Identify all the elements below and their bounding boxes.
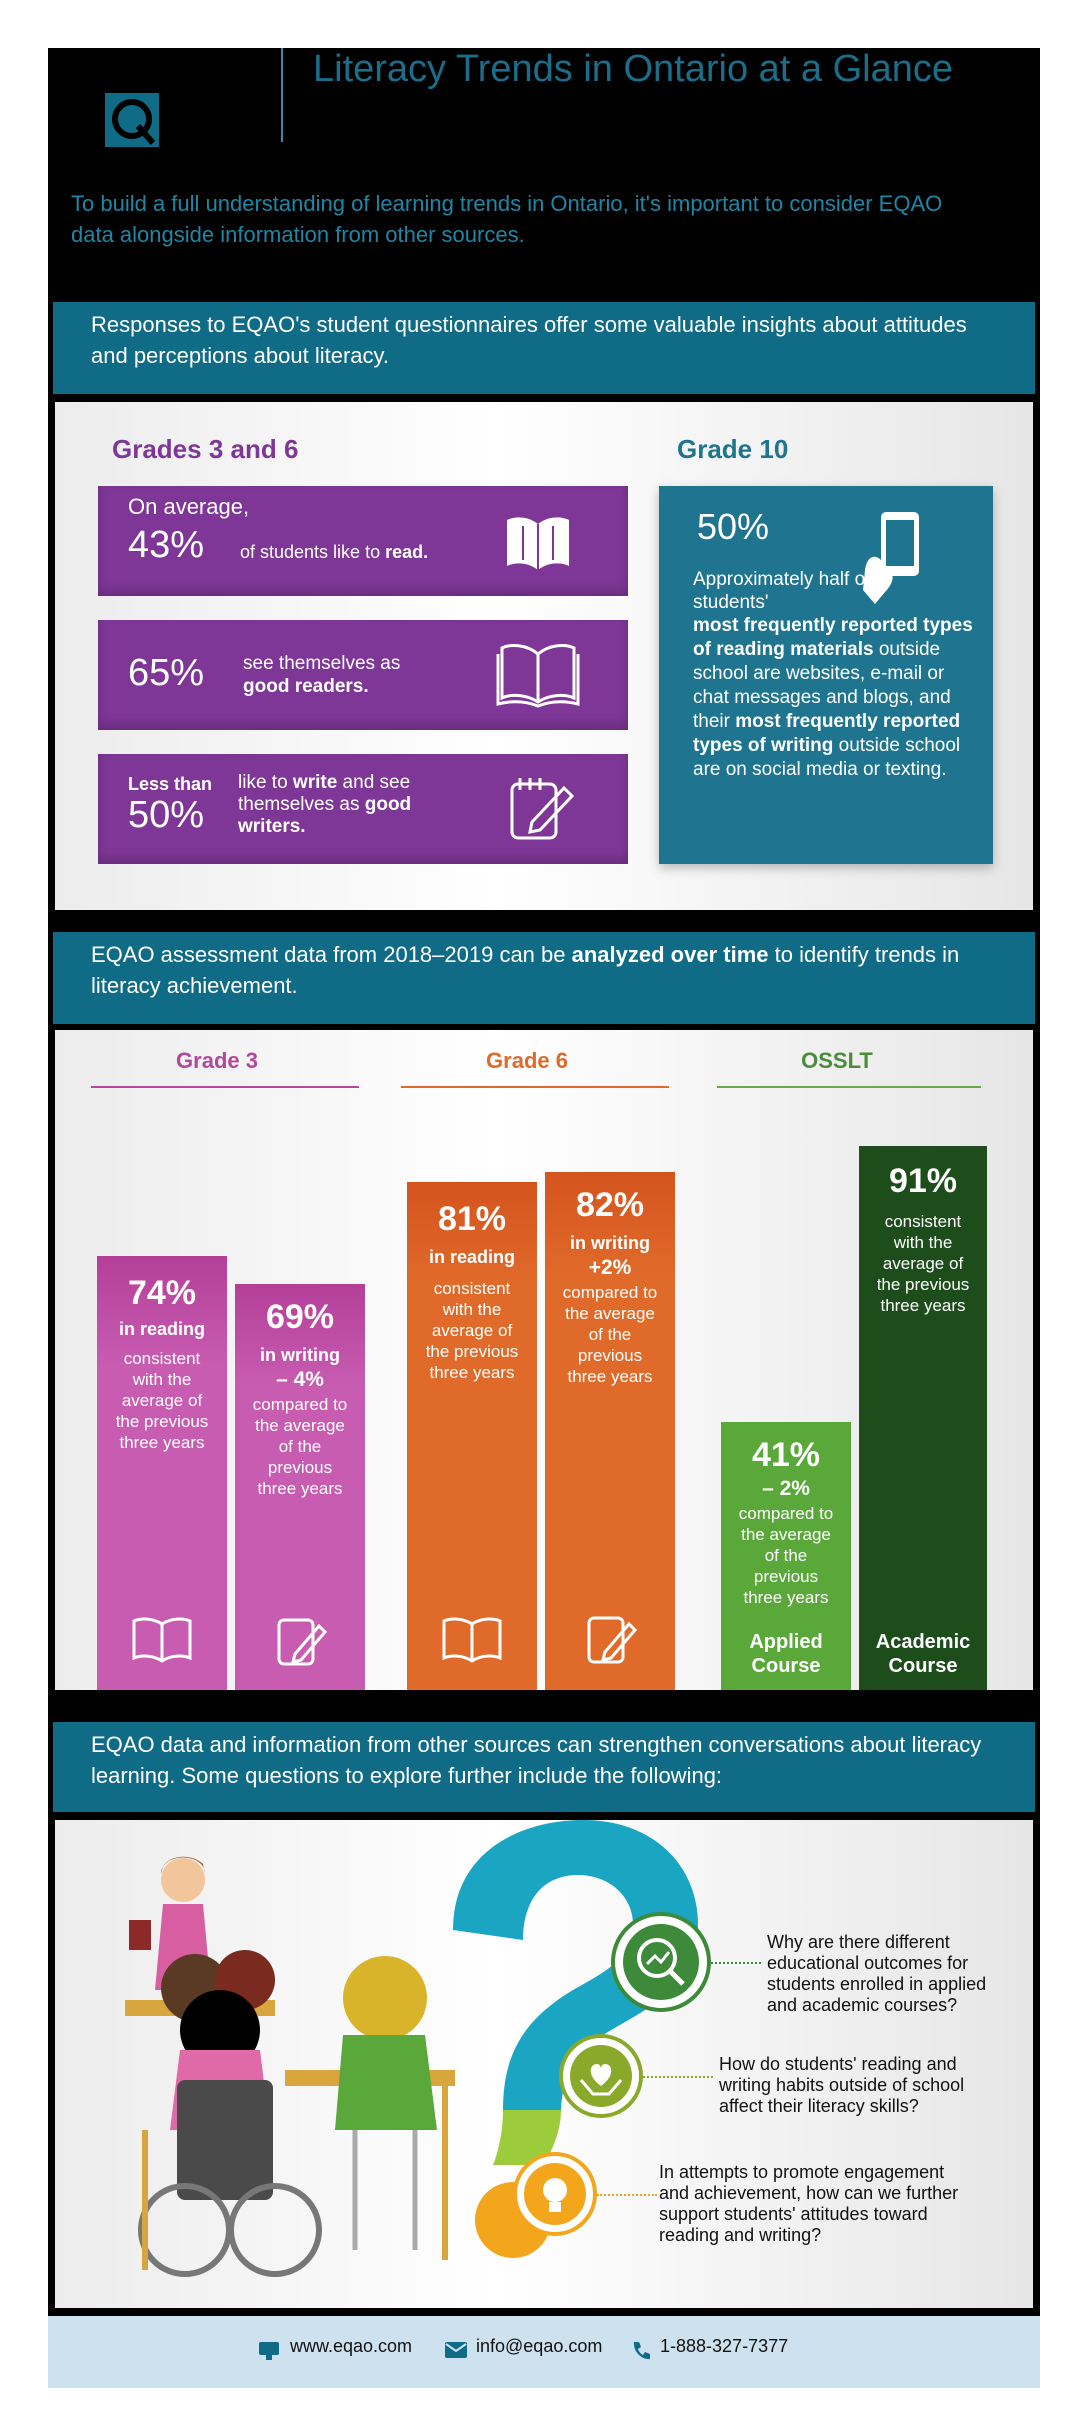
bar-label: in writing	[260, 1345, 340, 1365]
book-outline-icon	[496, 644, 580, 708]
page-title: Literacy Trends in Ontario at a Glance	[313, 48, 953, 90]
chart-magnifier-icon	[611, 1912, 711, 2012]
bar-value: 91%	[888, 1162, 958, 1200]
bar-label: in reading	[118, 1319, 205, 1339]
bar-label: in reading	[428, 1247, 515, 1267]
stat-value: 43%	[128, 524, 205, 566]
bar-value: 41%	[751, 1436, 821, 1474]
email-icon	[445, 2342, 467, 2358]
grade-3-writing-bar: 69% in writing – 4% compared to the aver…	[235, 1284, 365, 1690]
email-link[interactable]: info@eqao.com	[476, 2336, 603, 2356]
questionnaire-panel: Grades 3 and 6 Grade 10 On average, 43% …	[55, 402, 1033, 910]
notepad-icon	[587, 1616, 638, 1664]
bar-note: consistent with the average of the previ…	[115, 1349, 209, 1452]
eqao-logo-icon	[105, 93, 159, 147]
question-3: In attempts to promote engagement and ac…	[659, 2162, 959, 2245]
conversation-banner: EQAO data and information from other sou…	[53, 1722, 1035, 1812]
stat-like-to-read: On average, 43% of students like to read…	[98, 486, 628, 596]
bar-note: consistent with the average of the previ…	[425, 1279, 519, 1382]
question-1: Why are there different educational outc…	[767, 1932, 987, 2015]
assessment-panel: Grade 3 Grade 6 OSSLT 74% in reading con…	[55, 1030, 1033, 1690]
grade-3-header: Grade 3	[176, 1048, 258, 1073]
questions-panel: Why are there different educational outc…	[55, 1820, 1033, 2308]
grade-10-heading: Grade 10	[677, 434, 789, 464]
open-book-icon	[507, 517, 569, 570]
grade-6-header: Grade 6	[486, 1048, 568, 1073]
bar-change: – 4%	[276, 1368, 324, 1391]
grade-6-underline	[401, 1086, 669, 1088]
heart-hands-icon	[559, 2034, 643, 2118]
intro-text: To build a full understanding of learnin…	[71, 191, 943, 247]
stat-value: 50%	[697, 506, 770, 547]
connector-1	[711, 1962, 761, 1964]
stat-good-readers: 65% see themselves as good readers.	[98, 620, 628, 730]
website-link[interactable]: www.eqao.com	[290, 2336, 413, 2356]
osslt-underline	[717, 1086, 981, 1088]
bar-note: consistent with the average of the previ…	[876, 1212, 970, 1315]
classroom-illustration-icon	[125, 1856, 455, 2277]
bar-note: compared to the average of the previous …	[252, 1395, 348, 1498]
grade-3-underline	[91, 1086, 359, 1088]
bar-course: Academic Course	[875, 1631, 971, 1677]
smartphone-hand-icon	[863, 512, 919, 604]
lightbulb-icon	[513, 2152, 597, 2236]
bar-value: 69%	[265, 1298, 335, 1336]
notepad-pencil-icon	[510, 778, 575, 840]
connector-3	[597, 2194, 657, 2196]
book-icon	[442, 1617, 502, 1663]
questionnaire-banner: Responses to EQAO's student questionnair…	[53, 302, 1035, 394]
stat-text: see themselves as good readers.	[243, 653, 401, 697]
grade-3-reading-bar: 74% in reading consistent with the avera…	[97, 1256, 227, 1690]
bar-change: – 2%	[762, 1477, 810, 1500]
bar-value: 74%	[127, 1274, 197, 1312]
bar-change: +2%	[588, 1256, 632, 1279]
stat-prefix: Less than	[128, 774, 213, 794]
grades-3-6-heading: Grades 3 and 6	[112, 434, 299, 464]
bar-note: compared to the average of the previous …	[738, 1504, 834, 1607]
computer-icon	[259, 2342, 279, 2360]
osslt-applied-bar: 41% – 2% compared to the average of the …	[721, 1422, 851, 1690]
grade-10-stat: 50% Approximately half of students' most…	[659, 486, 993, 864]
osslt-header: OSSLT	[801, 1048, 873, 1073]
notepad-icon	[277, 1618, 328, 1666]
osslt-academic-bar: 91% consistent with the average of the p…	[859, 1146, 987, 1690]
stat-value: 50%	[128, 794, 205, 836]
grade-6-writing-bar: 82% in writing +2% compared to the avera…	[545, 1172, 675, 1690]
book-icon	[132, 1617, 192, 1663]
infographic: Literacy Trends in Ontario at a Glance T…	[48, 48, 1040, 2388]
grade-6-reading-bar: 81% in reading consistent with the avera…	[407, 1182, 537, 1690]
grade-10-text: most frequently reported types of readin…	[693, 615, 973, 780]
grade-10-text-intro: Approximately half of students'	[693, 569, 871, 613]
header-divider	[281, 48, 283, 142]
stat-good-writers: Less than 50% like to write and see them…	[98, 754, 628, 864]
phone-icon	[633, 2342, 650, 2360]
bar-label: in writing	[570, 1233, 650, 1253]
assessment-banner: EQAO assessment data from 2018–2019 can …	[53, 932, 1035, 1024]
stat-text: of students like to read.	[240, 542, 429, 562]
stat-value: 65%	[128, 652, 205, 694]
question-2: How do students' reading and writing hab…	[719, 2054, 965, 2116]
stat-prefix: On average,	[128, 494, 250, 519]
bar-course: Applied Course	[749, 1631, 823, 1677]
bar-value: 82%	[575, 1186, 645, 1224]
footer: www.eqao.com info@eqao.com 1-888-327-737…	[48, 2316, 1040, 2388]
stat-text: like to write and see themselves as good…	[238, 772, 412, 837]
bar-value: 81%	[437, 1200, 507, 1238]
bar-note: compared to the average of the previous …	[562, 1283, 658, 1386]
phone-number[interactable]: 1-888-327-7377	[660, 2336, 789, 2356]
connector-2	[643, 2076, 713, 2078]
